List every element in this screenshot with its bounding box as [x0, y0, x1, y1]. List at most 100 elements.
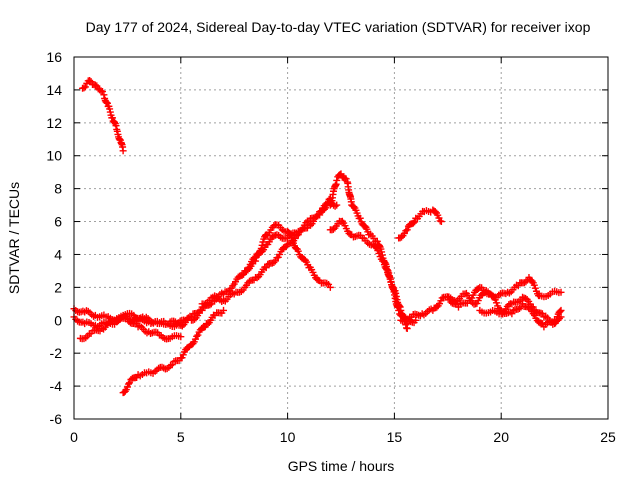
data-point	[342, 175, 350, 183]
data-point	[106, 108, 114, 116]
data-point	[91, 81, 99, 89]
data-point	[286, 229, 294, 237]
data-point	[385, 272, 393, 280]
data-point	[403, 226, 411, 234]
data-point	[320, 205, 328, 213]
data-point	[333, 201, 341, 209]
data-markers	[70, 76, 565, 397]
data-point	[245, 277, 253, 285]
data-point	[253, 274, 261, 282]
data-point	[519, 293, 527, 301]
data-point	[350, 203, 358, 211]
data-point	[489, 292, 497, 300]
data-point	[373, 237, 381, 245]
data-point	[124, 380, 132, 388]
data-point	[552, 319, 560, 327]
y-tick-label: 10	[46, 148, 62, 164]
data-point	[252, 257, 260, 265]
data-point	[397, 306, 405, 314]
data-point	[437, 218, 445, 226]
data-point	[257, 244, 265, 252]
series-arc-near-zero-c	[76, 309, 191, 343]
data-point	[431, 208, 439, 216]
series-arc-negative-rise	[119, 306, 228, 397]
data-point	[403, 325, 411, 332]
data-point	[271, 257, 279, 265]
data-point	[183, 315, 191, 323]
series-arc-peak-decay	[326, 170, 420, 328]
data-point	[329, 225, 337, 233]
data-point	[529, 303, 537, 311]
series-arc-late-b	[444, 283, 565, 331]
data-point	[475, 285, 483, 293]
data-point	[356, 214, 364, 222]
data-point	[244, 266, 252, 274]
x-tick-label: 15	[387, 429, 403, 445]
data-point	[98, 88, 106, 96]
series-arc-dec-b	[326, 217, 411, 332]
plot-frame	[73, 56, 609, 420]
y-tick-label: -6	[50, 411, 63, 427]
chart-title: Day 177 of 2024, Sidereal Day-to-day VTE…	[86, 19, 591, 35]
series-arc-rise-to-peak	[187, 198, 341, 324]
data-point	[284, 241, 292, 249]
data-point	[220, 306, 228, 314]
data-point	[509, 306, 517, 314]
y-tick-label: 16	[46, 49, 62, 65]
y-tick-label: 12	[46, 115, 62, 131]
y-tick-label: 8	[54, 181, 62, 197]
data-point	[539, 320, 547, 328]
data-point	[398, 233, 406, 241]
y-tick-label: 6	[54, 214, 62, 230]
data-point	[293, 232, 301, 240]
data-point	[297, 226, 305, 234]
data-point	[316, 211, 324, 219]
series-arc-late-high	[395, 206, 445, 242]
data-point	[119, 147, 127, 155]
x-tick-label: 5	[177, 429, 185, 445]
data-point	[264, 260, 272, 268]
data-point	[108, 114, 116, 122]
data-point	[522, 294, 530, 302]
data-point	[258, 241, 266, 249]
series-arc-high-early	[79, 76, 127, 155]
grid	[74, 57, 608, 419]
data-point	[193, 332, 201, 340]
data-point	[294, 247, 302, 255]
x-tick-label: 0	[70, 429, 78, 445]
data-point	[552, 316, 560, 324]
data-point	[556, 307, 564, 315]
data-point	[191, 315, 199, 323]
data-point	[106, 105, 114, 113]
series-arc-late-a	[397, 273, 565, 325]
data-point	[177, 333, 185, 341]
y-tick-label: 2	[54, 279, 62, 295]
data-point	[86, 76, 94, 84]
data-point	[557, 288, 565, 296]
data-point	[262, 264, 270, 272]
data-point	[380, 257, 388, 265]
series-arc-late-c	[476, 293, 565, 328]
data-point	[270, 258, 278, 266]
data-point	[409, 219, 417, 227]
series-arc-rise-b	[198, 195, 334, 308]
data-point	[557, 306, 565, 314]
data-point	[256, 248, 264, 256]
x-axis-label: GPS time / hours	[288, 458, 395, 474]
data-point	[412, 316, 420, 324]
data-point	[532, 308, 540, 316]
y-tick-label: 4	[54, 246, 62, 262]
data-point	[383, 266, 391, 274]
y-tick-label: -2	[50, 345, 63, 361]
data-point	[112, 122, 120, 130]
data-point	[371, 243, 379, 251]
data-point	[81, 83, 89, 91]
data-point	[333, 176, 341, 184]
data-point	[402, 227, 410, 235]
data-point	[492, 299, 500, 307]
x-tick-label: 20	[493, 429, 509, 445]
data-point	[508, 310, 516, 318]
data-point	[100, 91, 108, 99]
y-tick-label: 0	[54, 312, 62, 328]
data-point	[326, 283, 334, 291]
